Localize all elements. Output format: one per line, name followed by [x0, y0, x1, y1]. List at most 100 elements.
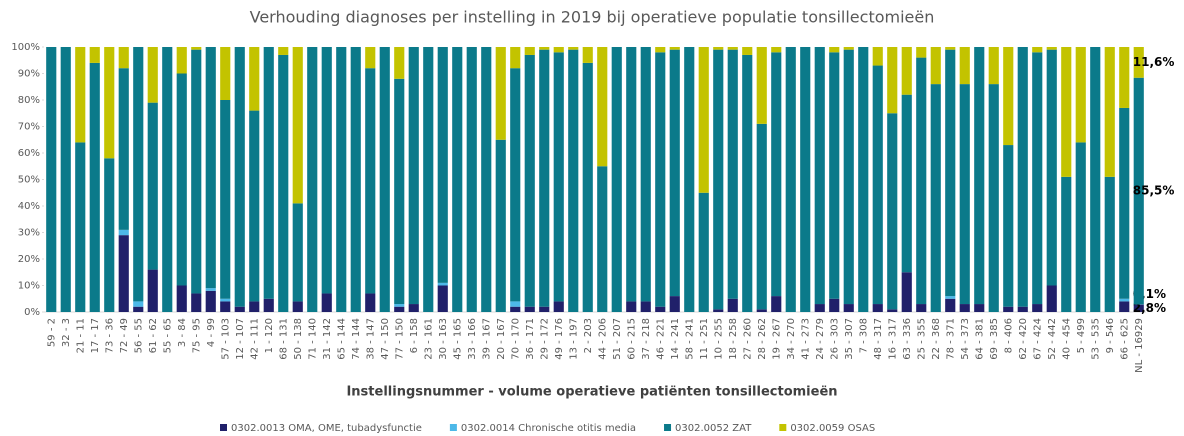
- bar-segment: [292, 301, 303, 312]
- x-tick-label: 26 - 303: [829, 318, 840, 360]
- bar-segment: [698, 47, 709, 193]
- y-tick-label: 80%: [18, 95, 40, 106]
- bar-segment: [1032, 304, 1043, 312]
- bar-segment: [321, 293, 332, 312]
- bar-segment: [452, 47, 463, 312]
- x-tick-label: 66 - 625: [1119, 318, 1130, 360]
- y-tick-label: 90%: [18, 69, 40, 80]
- legend-label: 0302.0013 OMA, OME, tubadysfunctie: [231, 423, 422, 434]
- bar-segment: [727, 298, 738, 312]
- bar-segment: [713, 49, 724, 310]
- x-axis-title: Instellingsnummer - volume operatieve pa…: [346, 385, 837, 400]
- bar-segment: [1133, 47, 1144, 78]
- bar-segment: [89, 62, 100, 313]
- x-tick-label: 55 - 65: [162, 318, 173, 353]
- x-tick-label: 37 - 218: [641, 318, 652, 360]
- bar-segment: [350, 47, 361, 312]
- bar-segment: [89, 47, 100, 63]
- x-tick-label: 6 - 158: [409, 318, 420, 353]
- bar-segment: [1017, 47, 1028, 307]
- bar-segment: [437, 285, 448, 312]
- bar-segment: [1090, 47, 1101, 312]
- bar-segment: [365, 293, 376, 312]
- bar-segment: [495, 139, 506, 312]
- bar-segment: [887, 113, 898, 310]
- bar-segment: [640, 301, 651, 312]
- bar-segment: [394, 304, 405, 307]
- x-tick-label: 57 - 103: [220, 318, 231, 360]
- x-tick-label: 74 - 144: [351, 318, 362, 360]
- x-tick-label: 47 - 150: [380, 318, 391, 360]
- x-tick-label: 5 - 499: [1076, 318, 1087, 353]
- bar-segment: [147, 102, 158, 270]
- y-tick-label: 100%: [11, 42, 40, 53]
- x-tick-label: 7 - 308: [858, 318, 869, 353]
- bar-segment: [814, 304, 825, 312]
- bar-segment: [727, 47, 738, 50]
- bar-segment: [756, 47, 767, 124]
- bar-segment: [713, 309, 724, 312]
- x-tick-label: NL - 16929: [1134, 318, 1145, 373]
- y-tick-label: 50%: [18, 175, 40, 186]
- bar-segment: [249, 301, 260, 312]
- bar-segment: [539, 49, 550, 307]
- bar-segment: [205, 290, 216, 312]
- x-tick-label: 9 - 546: [1105, 318, 1116, 353]
- bar-segment: [510, 47, 521, 69]
- bar-segment: [495, 47, 506, 140]
- bar-segment: [1046, 285, 1057, 312]
- bar-segment: [1119, 107, 1130, 299]
- x-tick-label: 45 - 165: [452, 318, 463, 360]
- bar-segment: [727, 49, 738, 299]
- x-tick-label: 36 - 171: [525, 318, 536, 360]
- x-tick-label: 77 - 150: [394, 318, 405, 360]
- bar-segment: [1119, 298, 1130, 302]
- bar-segment: [133, 47, 144, 302]
- bar-segment: [655, 47, 666, 53]
- x-tick-label: 10 - 255: [713, 318, 724, 360]
- bar-segment: [191, 49, 202, 294]
- bar-segment: [205, 47, 216, 289]
- bar-segment: [1104, 176, 1115, 312]
- x-tick-label: 17 - 17: [90, 318, 101, 353]
- bar-segment: [756, 123, 767, 310]
- x-tick-label: 67 - 424: [1032, 318, 1043, 360]
- bar-segment: [104, 47, 115, 159]
- bar-segment: [553, 301, 564, 312]
- bar-segment: [1032, 52, 1043, 305]
- x-tick-label: 42 - 111: [249, 318, 260, 360]
- bar-segment: [684, 47, 695, 312]
- bar-segment: [133, 301, 144, 307]
- x-tick-label: 27 - 260: [742, 318, 753, 360]
- bar-segment: [466, 47, 477, 312]
- x-tick-label: 4 - 99: [206, 318, 217, 347]
- bar-segment: [1133, 77, 1144, 305]
- bar-segment: [988, 84, 999, 312]
- x-tick-label: 51 - 207: [612, 318, 623, 360]
- bar-segment: [771, 47, 782, 53]
- data-label: 85,5%: [1133, 184, 1175, 198]
- bar-segment: [988, 47, 999, 85]
- bar-segment: [379, 47, 390, 312]
- bar-segment: [321, 47, 332, 294]
- bar-segment: [307, 47, 318, 312]
- x-tick-label: 8 - 406: [1003, 318, 1014, 353]
- x-tick-label: 1 - 120: [264, 318, 275, 353]
- bar-segment: [539, 47, 550, 50]
- x-tick-label: 64 - 381: [974, 318, 985, 360]
- bar-segment: [843, 304, 854, 312]
- bar-segment: [278, 54, 289, 312]
- bar-segment: [437, 282, 448, 286]
- bar-segment: [655, 52, 666, 307]
- bar-segment: [1133, 304, 1144, 312]
- bar-segment: [147, 269, 158, 312]
- x-tick-label: 29 - 172: [539, 318, 550, 360]
- x-tick-label: 61 - 62: [148, 318, 159, 353]
- x-tick-label: 23 - 161: [423, 318, 434, 360]
- bar-segment: [524, 306, 535, 312]
- bar-segment: [118, 235, 129, 312]
- x-tick-label: 22 - 368: [931, 318, 942, 360]
- x-tick-label: 69 - 385: [989, 318, 1000, 360]
- bar-segment: [742, 54, 753, 312]
- bar-segment: [75, 142, 86, 312]
